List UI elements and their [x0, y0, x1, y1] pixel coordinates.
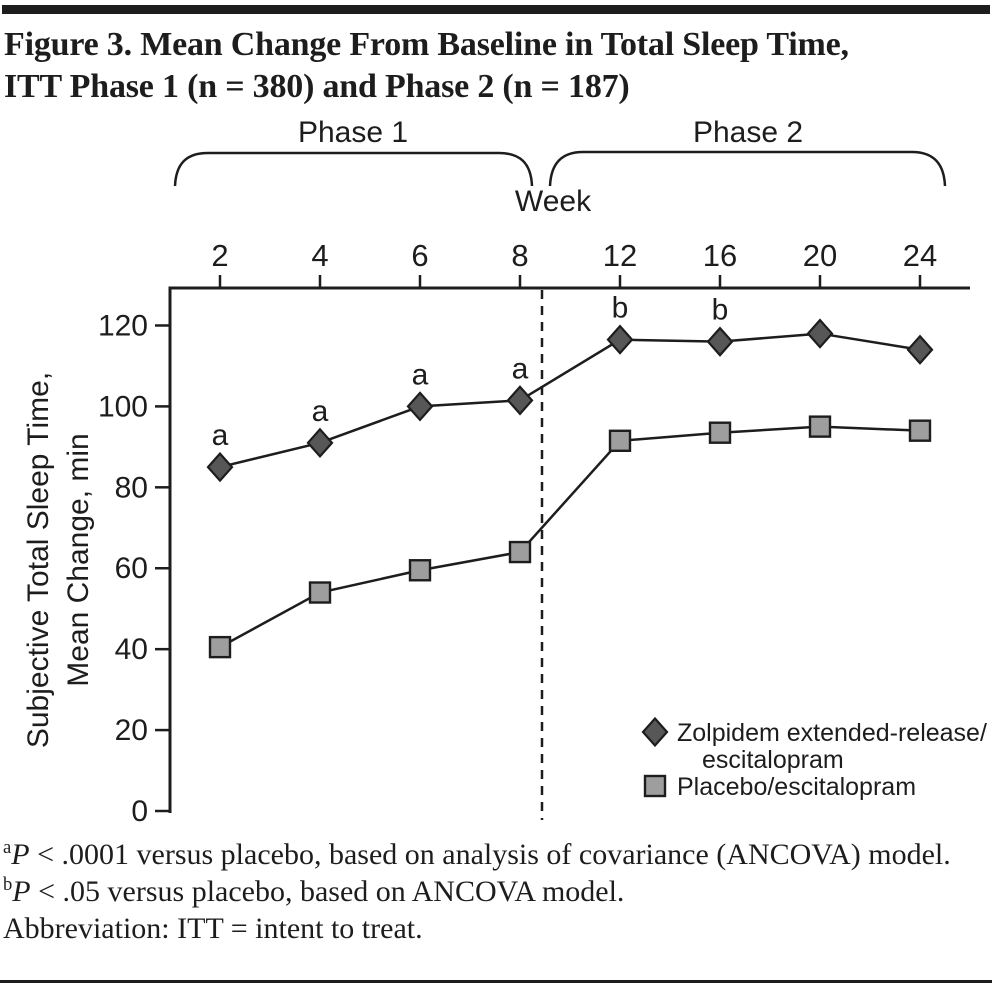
- y-ticks-group: 0 20 40 60 80 100 120: [98, 309, 169, 828]
- figure-title-line1: Figure 3. Mean Change From Baseline in T…: [4, 26, 849, 63]
- data-point-square: [608, 429, 632, 452]
- legend-square-icon: [643, 774, 667, 798]
- footnote-b-pvalue-symbol: P: [12, 875, 31, 908]
- legend-diamond-icon: [641, 716, 669, 748]
- figure-title: Figure 3. Mean Change From Baseline in T…: [4, 24, 990, 108]
- y-tick-label: 60: [115, 552, 148, 585]
- y-axis-title-line2: Mean Change, min: [62, 433, 95, 686]
- footnote-a-superscript: a: [3, 837, 12, 858]
- legend-label: Placebo/escitalopram: [677, 773, 916, 801]
- significance-label-a: a: [512, 352, 529, 385]
- data-point-diamond: [906, 334, 934, 365]
- phase1-label: Phase 1: [298, 116, 408, 149]
- legend-group: Zolpidem extended-release/escitalopramPl…: [641, 716, 987, 801]
- data-point-diamond: [806, 318, 834, 349]
- legend-label: Zolpidem extended-release/: [677, 719, 987, 747]
- x-tick-label: 16: [703, 238, 737, 273]
- data-point-diamond: [506, 385, 534, 416]
- y-tick-label: 40: [115, 633, 148, 666]
- series-line-diamond: [219, 332, 921, 469]
- significance-label-b: b: [712, 294, 729, 327]
- data-point-square: [208, 635, 232, 659]
- abbreviation-text: Abbreviation: ITT = intent to treat.: [3, 912, 423, 945]
- data-series-group: a a a a b b: [206, 292, 934, 659]
- data-point-diamond: [306, 427, 334, 458]
- y-tick-label: 120: [98, 309, 148, 342]
- footnote-b-superscript: b: [3, 874, 13, 895]
- series-line-square: [219, 425, 921, 649]
- data-point-square: [408, 559, 432, 582]
- data-point-diamond: [206, 451, 234, 483]
- x-axis-title: Week: [515, 185, 592, 218]
- footnote-a-pvalue-symbol: P: [11, 838, 30, 871]
- y-tick-label: 80: [115, 471, 148, 504]
- y-tick-label: 100: [98, 390, 148, 423]
- bottom-rule: [0, 980, 992, 983]
- x-tick-label: 8: [511, 238, 528, 273]
- x-tick-label: 6: [411, 238, 428, 273]
- figure-title-line2: ITT Phase 1 (n = 380) and Phase 2 (n = 1…: [4, 68, 630, 105]
- significance-label-a: a: [212, 419, 229, 452]
- data-point-diamond: [606, 324, 634, 355]
- data-point-diamond: [406, 391, 434, 422]
- top-rule: [2, 5, 990, 14]
- footnote-a-text: < .0001 versus placebo, based on analysi…: [29, 838, 951, 871]
- footnote-b: bP < .05 versus placebo, based on ANCOVA…: [3, 873, 955, 910]
- y-axis-title-line1: Subjective Total Sleep Time,: [22, 372, 55, 748]
- footnotes: aP < .0001 versus placebo, based on anal…: [3, 836, 955, 947]
- data-point-square: [308, 581, 332, 604]
- data-point-diamond: [706, 326, 734, 357]
- x-tick-label: 24: [903, 238, 937, 273]
- data-point-square: [908, 419, 932, 442]
- x-tick-label: 4: [311, 238, 328, 273]
- phase2-bracket: [548, 150, 947, 187]
- x-tick-label: 12: [603, 238, 637, 273]
- phase2-label: Phase 2: [693, 116, 803, 149]
- y-tick-label: 20: [115, 714, 148, 747]
- y-tick-label: 0: [131, 795, 148, 828]
- x-ticks-group: 2 4 6 8 12 16 20 24: [211, 238, 937, 287]
- data-point-square: [508, 540, 532, 564]
- legend-label: escitalopram: [702, 746, 844, 774]
- phase1-bracket: [173, 151, 534, 187]
- x-tick-label: 20: [803, 238, 837, 273]
- abbreviation-note: Abbreviation: ITT = intent to treat.: [3, 910, 955, 947]
- significance-label-a: a: [312, 395, 329, 428]
- significance-label-b: b: [612, 292, 629, 325]
- footnote-b-text: < .05 versus placebo, based on ANCOVA mo…: [30, 875, 625, 908]
- footnote-a: aP < .0001 versus placebo, based on anal…: [3, 836, 955, 873]
- data-point-square: [708, 421, 732, 444]
- significance-label-a: a: [412, 358, 429, 391]
- x-tick-label: 2: [211, 238, 228, 273]
- data-point-square: [808, 415, 832, 438]
